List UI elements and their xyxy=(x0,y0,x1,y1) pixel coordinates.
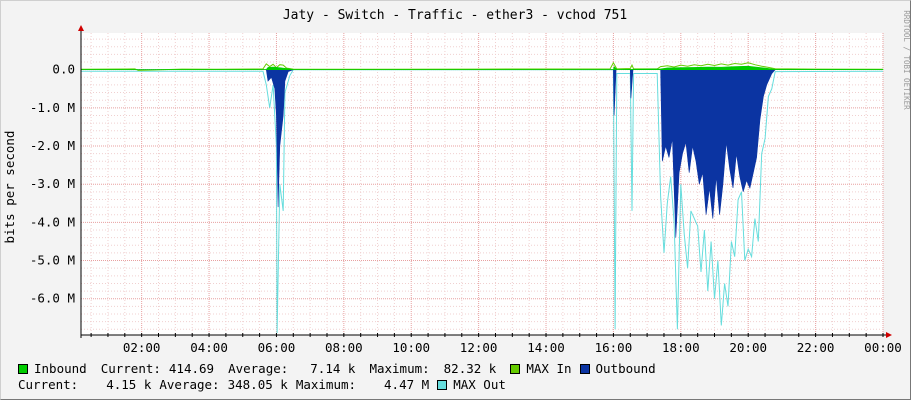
x-tick-label: 22:00 xyxy=(797,340,835,355)
x-tick-label: 20:00 xyxy=(729,340,767,355)
y-tick-label: 0.0 xyxy=(52,62,75,77)
legend-outbound-label: Outbound xyxy=(595,361,656,376)
y-tick-label: -4.0 M xyxy=(30,214,75,229)
series-outbound-area xyxy=(81,69,883,238)
out-current-label: Current: xyxy=(18,377,79,392)
out-average-label: Average: xyxy=(159,377,220,392)
x-tick-label: 18:00 xyxy=(662,340,700,355)
in-maximum-label: Maximum: xyxy=(369,361,430,376)
axes xyxy=(78,25,892,338)
series-max-in-line xyxy=(80,61,884,71)
legend-row-outbound: Current: 4.15 k Average: 348.05 k Maximu… xyxy=(18,377,506,392)
y-axis-label: bits per second xyxy=(2,131,17,244)
legend-row-inbound: Inbound Current: 414.69 Average: 7.14 k … xyxy=(18,361,656,376)
in-current-label: Current: xyxy=(100,361,161,376)
y-tick-labels: 0.0 -1.0 M -2.0 M -3.0 M -4.0 M -5.0 M -6.0 M xyxy=(30,62,75,306)
x-tick-label: 06:00 xyxy=(258,340,296,355)
max-out-swatch xyxy=(437,379,448,390)
chart-title: Jaty - Switch - Traffic - ether3 - vchod… xyxy=(283,8,627,23)
out-current-value: 4.15 k xyxy=(106,377,152,392)
x-axis-arrow xyxy=(886,332,892,338)
max-in-swatch xyxy=(510,363,521,374)
x-tick-label: 12:00 xyxy=(460,340,498,355)
y-tick-label: -6.0 M xyxy=(30,291,75,306)
out-maximum-value: 4.47 M xyxy=(384,377,430,392)
outbound-swatch xyxy=(579,363,590,374)
x-tick-labels: 02:00 04:00 06:00 08:00 10:00 12:00 14:00 16:00… xyxy=(123,340,902,355)
x-tick-label: 08:00 xyxy=(325,340,363,355)
y-axis-arrow xyxy=(78,25,84,31)
series-inbound-area xyxy=(80,65,884,70)
x-tick-label: 04:00 xyxy=(190,340,228,355)
in-average-label: Average: xyxy=(228,361,289,376)
y-tick-label: -5.0 M xyxy=(30,253,75,268)
legend-max-out-label: MAX Out xyxy=(453,377,506,392)
series-max-out-line xyxy=(81,69,884,334)
inbound-swatch xyxy=(18,363,28,374)
traffic-chart: Jaty - Switch - Traffic - ether3 - vchod… xyxy=(2,8,911,355)
x-tick-label: 00:00 xyxy=(864,340,902,355)
legend-inbound-label: Inbound xyxy=(34,361,87,376)
rrdtool-watermark: RRDTOOL / TOBI OETIKER xyxy=(902,10,911,110)
x-tick-label: 10:00 xyxy=(392,340,430,355)
x-tick-label: 16:00 xyxy=(595,340,633,355)
in-average-value: 7.14 k xyxy=(310,361,356,376)
y-tick-label: -3.0 M xyxy=(30,176,75,191)
out-average-value: 348.05 k xyxy=(227,377,288,392)
y-tick-label: -2.0 M xyxy=(30,138,75,153)
y-tick-label: -1.0 M xyxy=(30,100,75,115)
x-tick-label: 14:00 xyxy=(527,340,565,355)
in-maximum-value: 82.32 k xyxy=(443,361,497,376)
series-layer xyxy=(80,61,884,334)
legend-max-in-label: MAX In xyxy=(526,361,572,376)
x-tick-label: 02:00 xyxy=(123,340,161,355)
out-maximum-label: Maximum: xyxy=(295,377,357,392)
in-current-value: 414.69 xyxy=(168,361,215,376)
